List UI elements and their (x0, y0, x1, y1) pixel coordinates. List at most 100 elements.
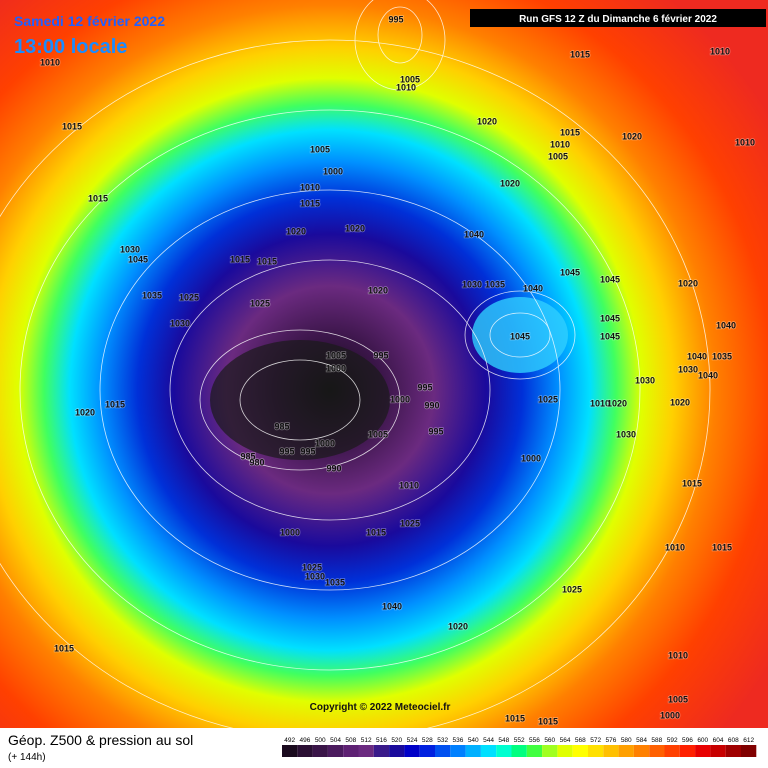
colorbar-label: 572 (590, 737, 601, 744)
isobar-label: 1020 (286, 226, 306, 236)
isobar-label: 1025 (250, 298, 270, 308)
forecast-date: Samedi 12 février 2022 (14, 13, 165, 29)
run-info: Run GFS 12 Z du Dimanche 6 février 2022 (519, 14, 717, 25)
isobar-label: 1000 (521, 453, 541, 463)
isobar-label: 1010 (399, 480, 419, 490)
isobar-label: 1005 (368, 429, 388, 439)
isobar-label: 1005 (668, 694, 688, 704)
isobar-label: 1000 (390, 394, 410, 404)
isobar-label: 1010 (735, 137, 755, 147)
colorbar-cell (343, 745, 359, 757)
colorbar-label: 528 (422, 737, 433, 744)
colorbar-label: 544 (483, 737, 494, 744)
legend-lead: (+ 144h) (8, 752, 46, 763)
colorbar-label: 492 (284, 737, 295, 744)
colorbar-cell (373, 745, 390, 757)
colorbar-cell (741, 745, 757, 757)
colorbar-label: 548 (498, 737, 509, 744)
isobar-label: 1005 (326, 350, 346, 360)
isobar-label: 990 (326, 463, 341, 473)
isobar-label: 995 (428, 426, 443, 436)
isobar-label: 1030 (170, 318, 190, 328)
colorbar-label: 500 (315, 737, 326, 744)
isobar-label: 995 (388, 14, 403, 24)
isobar-label: 1025 (538, 394, 558, 404)
colorbar-cell (312, 745, 328, 757)
isobar-label: 1045 (510, 331, 530, 341)
isobar-label: 1000 (326, 363, 346, 373)
isobar-label: 1020 (622, 131, 642, 141)
copyright: Copyright © 2022 Meteociel.fr (310, 702, 451, 713)
isobar-label: 1040 (716, 320, 736, 330)
isobar-label: 1015 (682, 478, 702, 488)
isobar-label: 1030 (635, 375, 655, 385)
geopotential-field (0, 0, 768, 728)
isobar-label: 1035 (485, 279, 505, 289)
colorbar-label: 600 (697, 737, 708, 744)
isobar-label: 1030 (462, 279, 482, 289)
colorbar-label: 612 (743, 737, 754, 744)
colorbar: 492 496 500 504 508 512 516 520 524 528 532 536 540 5… (282, 737, 757, 757)
colorbar-label: 496 (300, 737, 311, 744)
colorbar-cell (588, 745, 604, 757)
low-core (210, 340, 390, 460)
isobar-label: 1010 (40, 57, 60, 67)
isobar-label: 1015 (62, 121, 82, 131)
colorbar-cell (710, 745, 726, 757)
isobar-label: 995 (417, 382, 432, 392)
isobar-label: 1015 (105, 399, 125, 409)
isobar-label: 1010 (668, 650, 688, 660)
colorbar-cell (404, 745, 420, 757)
colorbar-label: 592 (667, 737, 678, 744)
isobar-label: 1015 (230, 254, 250, 264)
isobar-label: 1025 (400, 518, 420, 528)
colorbar-cell (618, 745, 634, 757)
isobar-label: 1015 (538, 716, 558, 726)
isobar-label: 1045 (600, 274, 620, 284)
isobar-label: 1010 (710, 46, 730, 56)
colorbar-label: 532 (437, 737, 448, 744)
isobar-label: 1010 (396, 82, 416, 92)
isobar-label: 1005 (310, 144, 330, 154)
isobar-label: 990 (424, 400, 439, 410)
colorbar-label: 540 (468, 737, 479, 744)
isobar-label: 1015 (366, 527, 386, 537)
isobar-label: 1020 (75, 407, 95, 417)
colorbar-label: 508 (345, 737, 356, 744)
isobar-label: 1030 (616, 429, 636, 439)
isobar-label: 1015 (88, 193, 108, 203)
isobar-label: 1015 (505, 713, 525, 723)
colorbar-cell (572, 745, 588, 757)
colorbar-cell (679, 745, 696, 757)
isobar-label: 1025 (302, 562, 322, 572)
isobar-label: 1035 (325, 577, 345, 587)
isobar-label: 1010 (590, 398, 610, 408)
colorbar-cell (557, 745, 573, 757)
isobar-label: 1005 (548, 151, 568, 161)
colorbar-cell (327, 745, 344, 757)
isobar-label: 1020 (678, 278, 698, 288)
run-banner (470, 9, 766, 27)
colorbar-cell (465, 745, 481, 757)
colorbar-cell (695, 745, 711, 757)
colorbar-label: 568 (575, 737, 586, 744)
isobar-label: 1015 (570, 49, 590, 59)
isobar-label: 1020 (448, 621, 468, 631)
isobar-label: 1035 (712, 351, 732, 361)
colorbar-cell (526, 745, 543, 757)
colorbar-cell (358, 745, 374, 757)
isobar-label: 1025 (562, 584, 582, 594)
colorbar-label: 580 (621, 737, 632, 744)
colorbar-label: 536 (453, 737, 464, 744)
isobar-label: 1010 (665, 542, 685, 552)
isobar-label: 1025 (179, 292, 199, 302)
colorbar-label: 608 (728, 737, 739, 744)
colorbar-cell (496, 745, 512, 757)
isobar-label: 1040 (382, 601, 402, 611)
colorbar-cell (450, 745, 466, 757)
isobar-label: 1035 (142, 290, 162, 300)
colorbar-label: 512 (361, 737, 372, 744)
colorbar-cell (603, 745, 619, 757)
